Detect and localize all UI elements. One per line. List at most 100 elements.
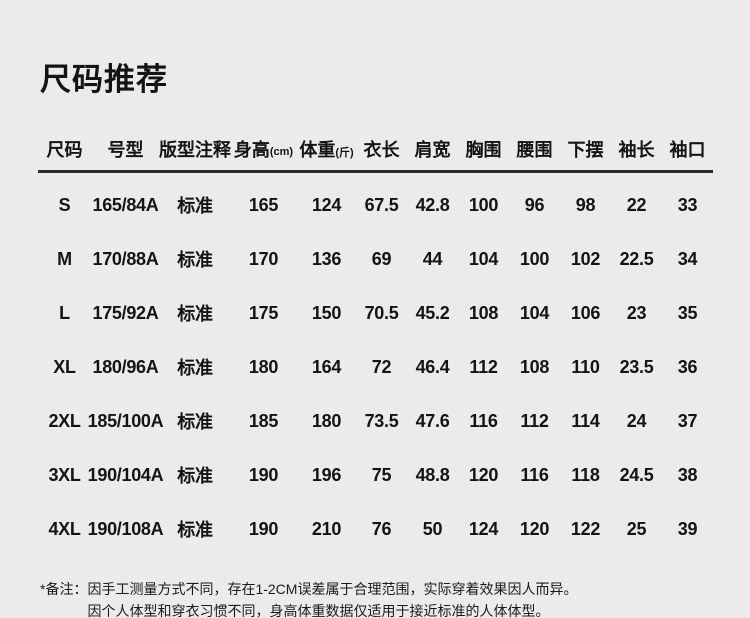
value-cell: 24.5 bbox=[619, 464, 654, 485]
col-header-garment-length: 衣长 bbox=[356, 134, 407, 164]
note-line-1: 因手工测量方式不同，存在1-2CM误差属于合理范围，实际穿着效果因人而异。 bbox=[87, 581, 578, 597]
size-cell: 3XL bbox=[48, 464, 81, 485]
col-header-shoulder-width: 肩宽 bbox=[407, 134, 458, 164]
value-cell: 34 bbox=[677, 248, 698, 269]
table-row: L 175/92A 标准 175 150 70.5 45.2 108 104 106 23 35 bbox=[38, 286, 713, 340]
value-cell: 100 bbox=[468, 194, 499, 215]
value-cell: 47.6 bbox=[415, 410, 450, 431]
value-cell: 124 bbox=[468, 518, 499, 539]
value-cell: 112 bbox=[520, 410, 549, 431]
col-header-weight: 体重 (斤) bbox=[297, 134, 356, 164]
table-row: 2XL 185/100A 标准 185 180 73.5 47.6 116 112 114 24 37 bbox=[38, 394, 713, 448]
value-cell: 120 bbox=[519, 518, 550, 539]
size-cell: 2XL bbox=[48, 410, 81, 431]
value-cell: 42.8 bbox=[415, 194, 450, 215]
size-cell: S bbox=[58, 194, 71, 215]
value-cell: 标准 bbox=[177, 358, 213, 378]
table-row: M 170/88A 标准 170 136 69 44 104 100 102 22.5 34 bbox=[38, 232, 713, 286]
value-cell: 23.5 bbox=[619, 356, 654, 377]
value-cell: 50 bbox=[422, 518, 443, 539]
table-row: S 165/84A 标准 165 124 67.5 42.8 100 96 98 22 33 bbox=[38, 178, 713, 232]
value-cell: 196 bbox=[311, 464, 342, 485]
value-cell: 164 bbox=[311, 356, 342, 377]
table-body: S 165/84A 标准 165 124 67.5 42.8 100 96 98 22 33 M 170/… bbox=[38, 178, 713, 556]
value-cell: 标准 bbox=[177, 520, 213, 540]
col-header-label: 衣长 bbox=[363, 140, 400, 160]
value-cell: 46.4 bbox=[415, 356, 450, 377]
table-header-row: 尺码 号型 版型注释 身高 (cm) 体重 (斤) 衣长 肩宽 胸围 腰围 下摆 bbox=[38, 134, 713, 164]
value-cell: 104 bbox=[468, 248, 499, 269]
size-cell: 4XL bbox=[48, 518, 81, 539]
value-cell: 96 bbox=[524, 194, 545, 215]
note-prefix: *备注： bbox=[40, 581, 88, 597]
value-cell: 标准 bbox=[177, 466, 213, 486]
page-title: 尺码推荐 bbox=[40, 62, 168, 97]
value-cell: 122 bbox=[570, 518, 601, 539]
value-cell: 100 bbox=[519, 248, 550, 269]
col-header-unit: (cm) bbox=[269, 145, 294, 158]
col-header-label: 袖口 bbox=[669, 140, 706, 160]
value-cell: 165 bbox=[248, 194, 279, 215]
value-cell: 136 bbox=[311, 248, 342, 269]
value-cell: 190/104A bbox=[87, 464, 164, 485]
value-cell: 37 bbox=[677, 410, 698, 431]
col-header-label: 体重 bbox=[299, 140, 336, 160]
note-lines: 因手工测量方式不同，存在1-2CM误差属于合理范围，实际穿着效果因人而异。 因个… bbox=[87, 578, 577, 618]
note-line-2: 因个人体型和穿衣习惯不同，身高体重数据仅适用于接近标准的人体体型。 bbox=[87, 603, 550, 618]
value-cell: 108 bbox=[519, 356, 550, 377]
value-cell: 36 bbox=[677, 356, 698, 377]
col-header-label: 袖长 bbox=[618, 140, 655, 160]
value-cell: 67.5 bbox=[364, 194, 399, 215]
col-header-fit-note: 版型注释 bbox=[159, 134, 231, 164]
value-cell: 标准 bbox=[177, 304, 213, 324]
value-cell: 70.5 bbox=[364, 302, 399, 323]
col-header-height: 身高 (cm) bbox=[230, 134, 297, 164]
value-cell: 110 bbox=[571, 356, 600, 377]
value-cell: 175 bbox=[248, 302, 279, 323]
value-cell: 106 bbox=[570, 302, 601, 323]
value-cell: 标准 bbox=[177, 412, 213, 432]
value-cell: 102 bbox=[570, 248, 601, 269]
table-row: 4XL 190/108A 标准 190 210 76 50 124 120 122 25 39 bbox=[38, 502, 713, 556]
col-header-label: 腰围 bbox=[516, 140, 553, 160]
value-cell: 116 bbox=[469, 410, 498, 431]
value-cell: 114 bbox=[571, 410, 600, 431]
value-cell: 25 bbox=[626, 518, 647, 539]
value-cell: 175/92A bbox=[92, 302, 159, 323]
value-cell: 180 bbox=[248, 356, 279, 377]
value-cell: 23 bbox=[626, 302, 647, 323]
value-cell: 标准 bbox=[177, 196, 213, 216]
table-row: 3XL 190/104A 标准 190 196 75 48.8 120 116 118 24.5 38 bbox=[38, 448, 713, 502]
value-cell: 150 bbox=[311, 302, 342, 323]
value-cell: 180/96A bbox=[92, 356, 159, 377]
col-header-label: 版型注释 bbox=[159, 140, 231, 160]
value-cell: 112 bbox=[469, 356, 498, 377]
value-cell: 76 bbox=[371, 518, 392, 539]
value-cell: 190/108A bbox=[87, 518, 164, 539]
value-cell: 38 bbox=[677, 464, 698, 485]
size-cell: L bbox=[59, 302, 70, 323]
col-header-model: 号型 bbox=[91, 134, 160, 164]
size-cell: M bbox=[57, 248, 72, 269]
col-header-waist: 腰围 bbox=[509, 134, 560, 164]
col-header-cuff: 袖口 bbox=[662, 134, 713, 164]
value-cell: 45.2 bbox=[415, 302, 450, 323]
value-cell: 190 bbox=[248, 518, 279, 539]
value-cell: 73.5 bbox=[364, 410, 399, 431]
col-header-hem: 下摆 bbox=[560, 134, 611, 164]
value-cell: 170 bbox=[248, 248, 279, 269]
value-cell: 104 bbox=[519, 302, 550, 323]
value-cell: 72 bbox=[371, 356, 392, 377]
value-cell: 124 bbox=[311, 194, 342, 215]
col-header-chest: 胸围 bbox=[458, 134, 509, 164]
header-divider bbox=[38, 170, 713, 173]
table-row: XL 180/96A 标准 180 164 72 46.4 112 108 110 23.5 36 bbox=[38, 340, 713, 394]
value-cell: 35 bbox=[677, 302, 698, 323]
value-cell: 39 bbox=[677, 518, 698, 539]
value-cell: 33 bbox=[677, 194, 698, 215]
col-header-label: 肩宽 bbox=[414, 140, 451, 160]
value-cell: 标准 bbox=[177, 250, 213, 270]
value-cell: 98 bbox=[575, 194, 596, 215]
note: *备注： 因手工测量方式不同，存在1-2CM误差属于合理范围，实际穿着效果因人而… bbox=[40, 578, 577, 618]
